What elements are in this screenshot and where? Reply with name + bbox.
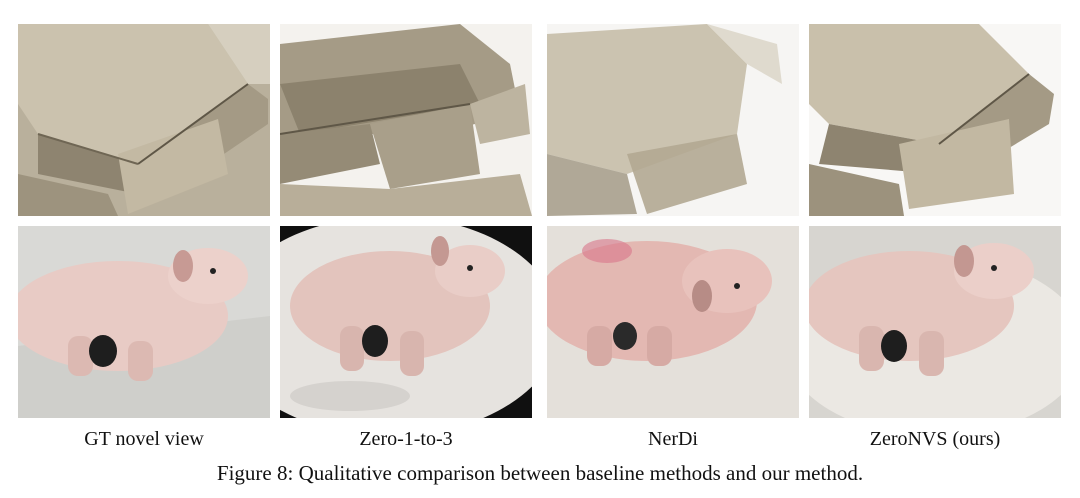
pig-nerdi-image xyxy=(547,226,799,418)
stones-gt-image xyxy=(18,24,270,216)
pig-gt-image xyxy=(18,226,270,418)
column-label-nerdi: NerDi xyxy=(648,428,698,450)
stones-zeronvs-image xyxy=(809,24,1061,216)
figure-number: Figure 8: xyxy=(216,461,294,485)
pig-zeronvs-image xyxy=(809,226,1061,418)
panel-pig-gt xyxy=(18,226,270,418)
panel-stones-zero123 xyxy=(280,24,532,216)
panel-stones-gt xyxy=(18,24,270,216)
pig-zero123-image xyxy=(280,226,532,418)
panel-pig-zero123 xyxy=(280,226,532,418)
panel-stones-nerdi xyxy=(547,24,799,216)
panel-stones-zeronvs xyxy=(809,24,1061,216)
figure-caption: Figure 8: Qualitative comparison between… xyxy=(0,460,1080,486)
stones-zero123-image xyxy=(280,24,532,216)
column-label-gt: GT novel view xyxy=(84,428,204,450)
panel-pig-nerdi xyxy=(547,226,799,418)
figure-caption-text: Qualitative comparison between baseline … xyxy=(298,461,864,485)
panel-pig-zeronvs xyxy=(809,226,1061,418)
stones-nerdi-image xyxy=(547,24,799,216)
column-label-zeronvs: ZeroNVS (ours) xyxy=(869,428,1001,450)
column-label-zero123: Zero-1-to-3 xyxy=(359,428,453,450)
